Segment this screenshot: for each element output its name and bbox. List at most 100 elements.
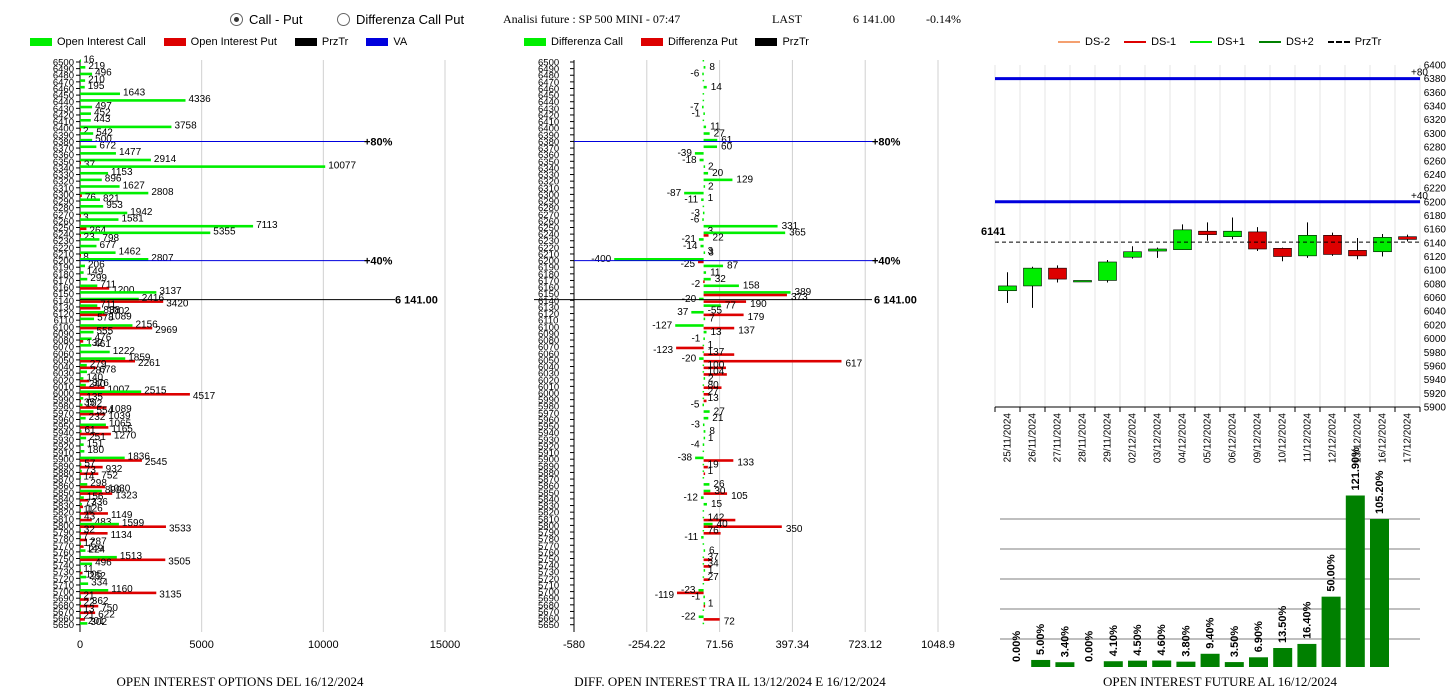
date-label: 03/12/2024 <box>1153 413 1164 463</box>
call-bar <box>80 224 254 228</box>
put-diff-bar <box>703 578 710 581</box>
call-value-label: 1065 <box>109 419 132 430</box>
legend-item-va: VA <box>366 36 407 48</box>
y-tick-label: 6020 <box>1424 320 1447 331</box>
call-diff-bar <box>702 364 705 367</box>
call-diff-bar <box>702 576 705 578</box>
strike-label: 5830 <box>538 501 559 512</box>
call-diff-bar <box>703 171 709 175</box>
call-diff-label: -39 <box>677 148 692 159</box>
call-value-label: 1627 <box>123 180 146 191</box>
call-bar <box>80 284 98 288</box>
strike-label: 5650 <box>53 620 74 631</box>
call-bar <box>80 105 93 109</box>
call-bar <box>80 522 119 526</box>
call-bar <box>80 516 82 519</box>
x-tick-label: 0 <box>77 639 83 651</box>
put-bar <box>80 485 106 489</box>
call-diff-bar <box>698 615 704 619</box>
put-bar <box>80 366 97 370</box>
radio-call-put[interactable]: Call - Put <box>230 12 302 27</box>
strike-label: 6260 <box>538 216 559 227</box>
put-value-label: 201 <box>88 616 105 627</box>
put-value-label: 287 <box>90 537 107 548</box>
strike-label: 6340 <box>53 163 74 174</box>
last-label: LAST <box>772 12 802 26</box>
strike-label: 6170 <box>53 276 74 287</box>
strike-label: 6140 <box>53 296 74 307</box>
put-diff-bar <box>703 280 705 284</box>
put-diff-label: 350 <box>786 524 803 535</box>
put-diff-bar <box>703 618 720 621</box>
chart-title-diff: DIFF. OPEN INTEREST TRA IL 13/12/2024 E … <box>574 674 886 689</box>
call-bar <box>80 171 109 175</box>
call-bar <box>80 165 326 168</box>
strike-label: 5820 <box>53 508 74 519</box>
call-bar <box>80 436 87 440</box>
call-diff-bar <box>702 463 705 466</box>
future-oi-bar <box>1200 653 1220 667</box>
call-value-label: 252 <box>89 571 106 582</box>
y-tick-label: 6100 <box>1424 266 1447 277</box>
radio-diff-label: Differenza Call Put <box>356 12 465 27</box>
call-diff-label: 8 <box>709 62 715 73</box>
call-value-label: 1942 <box>130 207 153 218</box>
put-value-label: 1030 <box>108 484 131 495</box>
strike-label: 6180 <box>538 269 559 280</box>
strike-label: 5850 <box>538 488 559 499</box>
call-diff-bar <box>702 443 705 446</box>
call-diff-bar <box>699 158 704 162</box>
call-value-label: 578 <box>97 313 114 324</box>
future-oi-bar <box>1224 662 1244 667</box>
call-bar <box>80 363 87 367</box>
strike-label: 6030 <box>53 369 74 380</box>
strike-label: 6250 <box>538 223 559 234</box>
va-line-label: +40 <box>1411 191 1428 202</box>
call-value-label: 500 <box>95 134 112 145</box>
strike-label: 5860 <box>538 481 559 492</box>
put-value-label: 1089 <box>109 312 132 323</box>
strike-label: 5660 <box>53 614 74 625</box>
call-bar <box>80 449 85 453</box>
call-diff-bar <box>614 258 704 261</box>
put-diff-bar <box>703 604 706 608</box>
put-diff-label: 72 <box>724 617 736 628</box>
x-tick-label: -254.22 <box>628 639 665 651</box>
put-diff-label: -55 <box>708 305 723 316</box>
call-diff-bar <box>702 72 704 76</box>
call-value-label: 43 <box>84 511 96 522</box>
call-bar <box>80 562 93 566</box>
y-tick-label: 6260 <box>1424 156 1447 167</box>
call-bar <box>80 589 109 592</box>
strike-label: 6080 <box>53 336 74 347</box>
put-bar <box>80 412 106 416</box>
put-diff-bar <box>703 532 721 535</box>
call-bar <box>80 205 104 208</box>
put-diff-bar <box>703 472 706 476</box>
put-bar <box>80 505 84 509</box>
call-diff-label: 365 <box>789 228 806 239</box>
strike-label: 6300 <box>538 190 559 201</box>
put-value-label: 23 <box>84 232 96 243</box>
strike-label: 6130 <box>53 302 74 313</box>
call-value-label: 798 <box>102 233 119 244</box>
put-value-label: 2 <box>83 126 89 137</box>
future-oi-bar <box>1128 660 1147 667</box>
put-bar <box>80 604 99 608</box>
call-bar <box>80 496 84 499</box>
call-diff-label: 76 <box>708 526 720 537</box>
strike-label: 6250 <box>53 223 74 234</box>
call-diff-bar <box>703 549 706 552</box>
strike-label: 6040 <box>53 362 74 373</box>
radio-diff[interactable]: Differenza Call Put <box>337 12 464 27</box>
put-value-label: 622 <box>98 609 115 620</box>
put-bar <box>80 538 87 542</box>
put-bar <box>80 194 82 197</box>
call-diff-bar <box>701 198 704 202</box>
call-value-label: 896 <box>105 174 122 185</box>
y-tick-label: 6220 <box>1424 184 1447 195</box>
put-bar <box>80 426 109 429</box>
y-tick-label: 6360 <box>1424 88 1447 99</box>
put-diff-label: -119 <box>655 590 675 601</box>
call-bar <box>80 324 133 327</box>
